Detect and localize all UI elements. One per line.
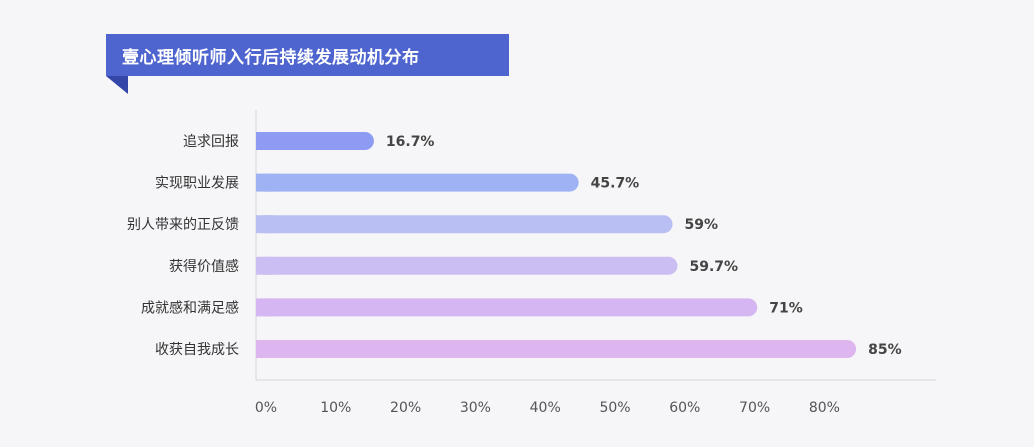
bars xyxy=(256,132,857,358)
x-tick-label: 40% xyxy=(530,400,561,416)
value-label: 45.7% xyxy=(591,176,640,192)
value-label: 59.7% xyxy=(689,259,738,275)
labels: 追求回报 16.7% 实现职业发展 45.7% 别人带来的正反馈 59% 获得价值感 59.7… xyxy=(127,134,902,358)
value-label: 71% xyxy=(769,300,803,316)
bar-base xyxy=(256,340,274,358)
title-banner-fold xyxy=(106,76,128,94)
bar-base xyxy=(256,173,274,192)
bar xyxy=(256,173,579,192)
bar xyxy=(256,132,374,150)
category-label: 收获自我成长 xyxy=(155,342,239,358)
x-tick-label: 10% xyxy=(320,400,351,416)
bar xyxy=(256,298,758,317)
x-tick-label: 60% xyxy=(669,400,700,416)
x-tick-label: 20% xyxy=(390,400,421,416)
category-label: 追求回报 xyxy=(183,134,239,150)
bar-base xyxy=(256,132,274,150)
bar-base xyxy=(256,298,274,317)
x-tick-label: 30% xyxy=(460,400,491,416)
x-tick-label: 70% xyxy=(739,400,770,416)
category-label: 实现职业发展 xyxy=(155,176,239,192)
x-tick-label: 50% xyxy=(599,400,630,416)
axes: 0% 10% 20% 30% 40% 50% 60% 70% 80% xyxy=(255,110,936,416)
category-label: 成就感和满足感 xyxy=(141,299,239,316)
chart-title: 壹心理倾听师入行后持续发展动机分布 xyxy=(106,34,509,76)
value-label: 85% xyxy=(868,342,902,358)
bar-base xyxy=(256,256,274,275)
bar xyxy=(256,340,857,358)
x-tick-label: 80% xyxy=(809,400,840,416)
bar-base xyxy=(256,215,274,234)
value-label: 59% xyxy=(685,217,719,233)
x-tick-label: 0% xyxy=(255,400,277,416)
category-label: 获得价值感 xyxy=(169,258,239,275)
bar xyxy=(256,256,678,275)
bar xyxy=(256,215,673,234)
value-label: 16.7% xyxy=(386,134,435,150)
category-label: 别人带来的正反馈 xyxy=(127,217,239,233)
